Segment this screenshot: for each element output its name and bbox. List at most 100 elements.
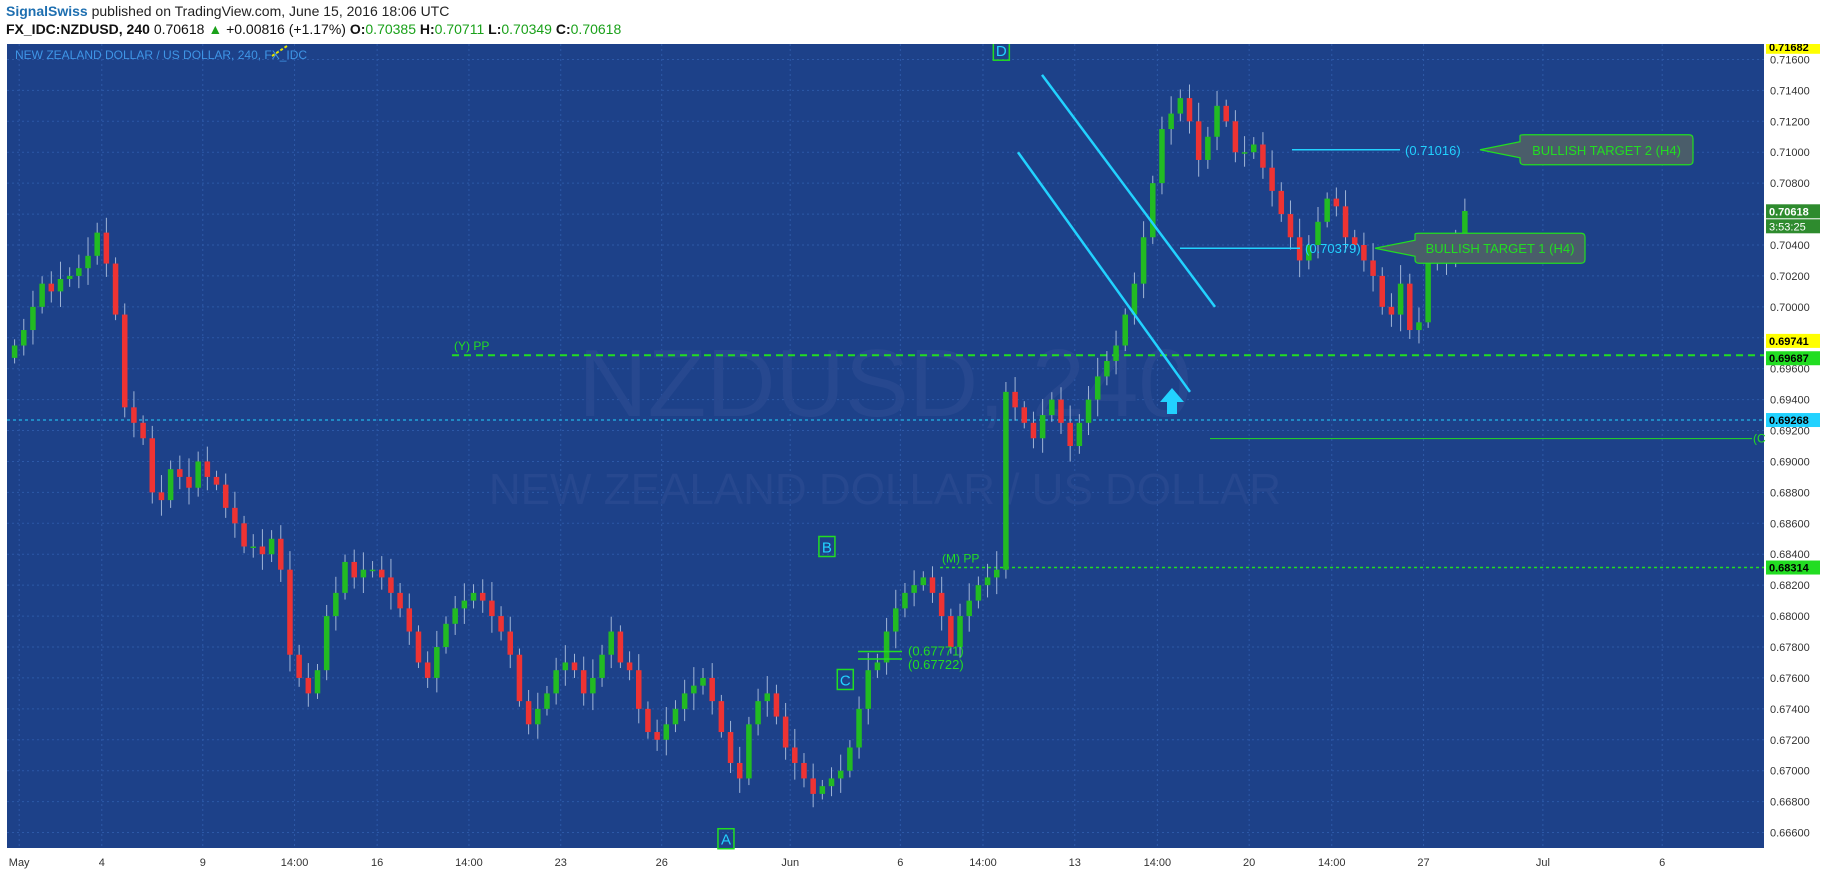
x-tick-label: 13 bbox=[1069, 857, 1081, 869]
price-chart[interactable]: NZDUSD, 240 NEW ZEALAND DOLLAR / US DOLL… bbox=[0, 44, 1824, 874]
target-callout-box bbox=[1374, 232, 1586, 264]
y-tick-label: 0.68600 bbox=[1770, 518, 1810, 530]
candle-body bbox=[1021, 407, 1028, 423]
candle-body bbox=[525, 701, 532, 725]
candle-body bbox=[1159, 129, 1165, 184]
candle-body bbox=[158, 492, 165, 501]
price-tag-mpp: 0.68314 bbox=[1769, 563, 1810, 575]
y-tick-label: 0.71000 bbox=[1770, 147, 1810, 159]
candle-body bbox=[691, 685, 697, 694]
target-callout-box bbox=[1479, 134, 1694, 166]
candle-body bbox=[966, 600, 972, 617]
candle-body bbox=[241, 523, 247, 547]
candle-body bbox=[323, 616, 330, 671]
candle-body bbox=[856, 708, 862, 748]
candle-body bbox=[773, 693, 780, 717]
candle-body bbox=[1140, 237, 1147, 284]
candle-body bbox=[167, 469, 174, 501]
candle-body bbox=[470, 592, 477, 601]
candle-body bbox=[755, 701, 761, 725]
channel-lower-line bbox=[1016, 151, 1192, 393]
x-tick-label: 14:00 bbox=[1144, 857, 1172, 869]
candle-body bbox=[1250, 144, 1257, 153]
y-tick-label: 0.68800 bbox=[1770, 487, 1810, 499]
bullish-arrow-icon bbox=[1160, 388, 1184, 414]
candle-body bbox=[810, 778, 816, 794]
wave-label-box bbox=[992, 44, 1011, 61]
candle-body bbox=[938, 592, 945, 617]
candle-body bbox=[893, 608, 899, 632]
wave-label: D bbox=[996, 44, 1007, 60]
price-tag-ypp-bg bbox=[1766, 351, 1820, 366]
candle-body bbox=[177, 469, 183, 477]
candle-body bbox=[479, 592, 486, 601]
candle-body bbox=[599, 654, 605, 678]
y-tick-label: 0.68400 bbox=[1770, 549, 1810, 561]
candle-body bbox=[268, 538, 275, 555]
candle-body bbox=[333, 592, 339, 617]
c-level-label: (0.67722) bbox=[908, 657, 964, 672]
candle-body bbox=[1214, 105, 1220, 137]
target-price-label: (0.71016) bbox=[1405, 143, 1461, 158]
candle-body bbox=[378, 569, 385, 578]
candle-body bbox=[1085, 399, 1092, 423]
target-callout-text: BULLISH TARGET 1 (H4) bbox=[1426, 241, 1575, 256]
candle-body bbox=[993, 569, 1000, 578]
x-tick-label: 23 bbox=[555, 857, 567, 869]
candle-body bbox=[424, 662, 431, 678]
candle-body bbox=[388, 577, 394, 593]
wave-label: C bbox=[840, 672, 851, 689]
candle-body bbox=[149, 438, 156, 493]
monthly-pivot-label: (M) PP bbox=[942, 552, 979, 566]
candle-body bbox=[452, 608, 458, 624]
time-axis[interactable]: May 4 9 14:00 16 14:00 23 26 Jun 6 14:00 13 14:00 20 1… bbox=[9, 857, 1665, 869]
x-tick-label: Jun bbox=[781, 857, 799, 869]
candle-body bbox=[21, 330, 27, 346]
candle-body bbox=[1003, 391, 1009, 570]
x-tick-label: 6 bbox=[1659, 857, 1665, 869]
candle-body bbox=[443, 623, 449, 647]
price-axis[interactable]: 0.71600 0.71400 0.71200 0.71000 0.70800 0.706… bbox=[1766, 44, 1820, 840]
candle-body bbox=[1058, 399, 1064, 423]
candle-body bbox=[66, 275, 73, 280]
candle-body bbox=[1076, 422, 1083, 446]
candle-body bbox=[498, 616, 504, 632]
candle-body bbox=[1186, 98, 1193, 122]
price-tag-ypp: 0.69687 bbox=[1769, 353, 1809, 365]
candle-body bbox=[250, 546, 256, 548]
x-tick-label: 14:00 bbox=[969, 857, 997, 869]
candle-body bbox=[287, 569, 293, 655]
candle-body bbox=[213, 476, 220, 485]
candle-body bbox=[1122, 314, 1128, 346]
x-tick-label: 20 bbox=[1243, 857, 1255, 869]
candle-body bbox=[1241, 152, 1248, 154]
candle-body bbox=[681, 693, 688, 709]
support-line-label: (C bbox=[1753, 432, 1766, 446]
candle-body bbox=[1113, 345, 1119, 361]
candle-body bbox=[1260, 144, 1266, 168]
candle-body bbox=[305, 677, 312, 694]
candle-body bbox=[1232, 121, 1239, 153]
y-tick-label: 0.70200 bbox=[1770, 271, 1810, 283]
price-tag-countdown: 3:53:25 bbox=[1769, 221, 1806, 233]
candle-body bbox=[1205, 136, 1211, 160]
price-tag-yellow: 0.69741 bbox=[1769, 336, 1809, 348]
candle-body bbox=[1407, 283, 1413, 331]
candle-body bbox=[1333, 198, 1340, 207]
plot-area[interactable] bbox=[7, 44, 1764, 848]
candle-body bbox=[516, 654, 523, 702]
candle-body bbox=[847, 747, 853, 771]
x-tick-label: May bbox=[9, 857, 30, 869]
author-link[interactable]: SignalSwiss bbox=[6, 3, 88, 19]
y-tick-label: 0.67000 bbox=[1770, 766, 1810, 778]
wave-label: A bbox=[721, 832, 731, 849]
y-tick-label: 0.69200 bbox=[1770, 426, 1810, 438]
price-tag-top: 0.71682 bbox=[1769, 44, 1809, 54]
y-tick-label: 0.70400 bbox=[1770, 240, 1810, 252]
candle-body bbox=[580, 670, 587, 694]
candle-body bbox=[186, 476, 192, 488]
candle-body bbox=[1388, 306, 1395, 315]
candle-body bbox=[672, 708, 679, 725]
candle-body bbox=[1168, 113, 1174, 130]
y-tick-label: 0.69000 bbox=[1770, 456, 1810, 468]
